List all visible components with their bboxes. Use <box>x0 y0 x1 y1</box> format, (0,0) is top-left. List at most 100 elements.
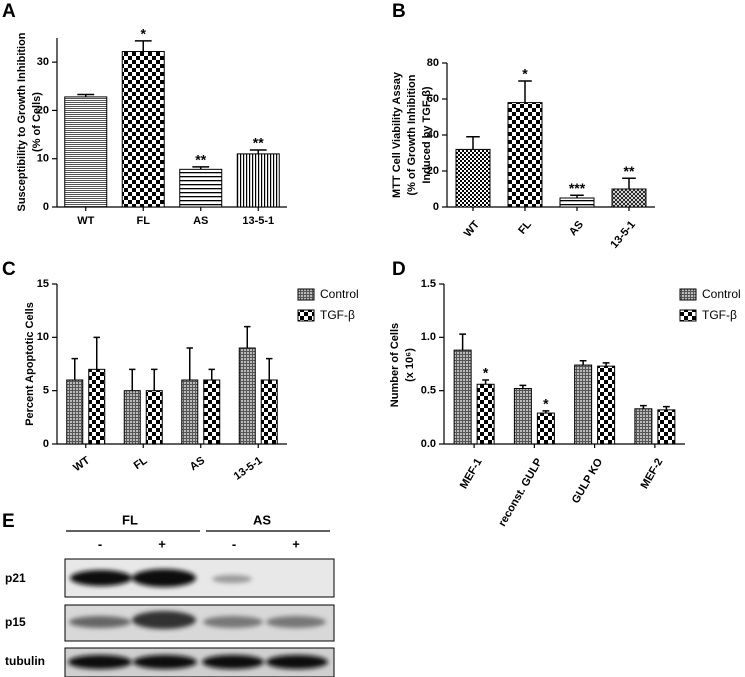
bar <box>453 349 472 445</box>
bar <box>88 368 106 445</box>
y-tick-label: 80 <box>427 57 439 69</box>
error-bar <box>71 357 78 380</box>
blot: E FL AS - + - + p21 p15 tubulin <box>2 511 335 677</box>
legend-swatch <box>297 288 315 301</box>
panel-letter: C <box>2 259 16 280</box>
y-axis-label: Induced by TGF-β) <box>421 86 433 183</box>
error-bar <box>77 93 95 97</box>
error-bar <box>662 405 670 410</box>
y-axis-label: MTT Cell Viability Assay <box>391 71 403 198</box>
error-bar <box>129 368 136 391</box>
error-bar <box>244 325 251 348</box>
error-bar <box>579 360 587 366</box>
bar <box>64 96 108 208</box>
legend-swatch <box>297 309 315 322</box>
error-bar <box>570 194 584 198</box>
panel-letter: A <box>2 1 16 22</box>
lane-label: - <box>232 536 236 551</box>
y-tick-label: 15 <box>37 278 49 290</box>
bar <box>123 390 141 445</box>
x-tick-label: MEF-2 <box>639 456 666 491</box>
bar <box>203 379 221 445</box>
y-tick-label: 0.0 <box>421 438 436 450</box>
x-tick-label: WT <box>462 219 482 240</box>
x-tick-label: AS <box>567 219 586 238</box>
x-tick-label: FL <box>132 454 150 472</box>
bar <box>657 409 676 445</box>
y-tick-label: 60 <box>427 93 439 105</box>
legend-label: TGF-β <box>702 308 737 322</box>
bar <box>597 365 616 445</box>
error-bar <box>482 379 490 385</box>
x-tick-label: FL <box>137 215 151 227</box>
error-bar <box>249 149 267 154</box>
bands <box>68 569 328 669</box>
y-tick-label: 10 <box>37 153 49 165</box>
y-tick-label: 20 <box>37 104 49 116</box>
lane-label: - <box>98 536 102 551</box>
bar <box>238 347 256 445</box>
bar <box>634 408 653 445</box>
y-axis-label: (% of Cells) <box>31 92 43 152</box>
y-axis-label: Susceptibility to Growth Inhibition <box>16 32 28 211</box>
x-tick-label: FL <box>516 219 534 237</box>
bar <box>513 388 532 445</box>
error-bar <box>266 357 273 380</box>
bar <box>476 383 495 445</box>
row-label: tubulin <box>5 654 45 668</box>
bar <box>455 148 491 208</box>
bar <box>611 188 647 208</box>
y-tick-label: 20 <box>427 165 439 177</box>
error-bar <box>192 166 210 170</box>
group-label: FL <box>122 512 138 527</box>
legend-swatch <box>679 288 697 301</box>
x-tick-label: reconst. GULP <box>496 456 545 528</box>
x-tick-label: MEF-1 <box>458 456 485 491</box>
x-tick-label: GULP KO <box>570 456 606 506</box>
error-bar <box>518 80 532 103</box>
y-tick-label: 0.5 <box>421 385 436 397</box>
x-tick-label: AS <box>193 215 208 227</box>
significance-label: * <box>483 365 489 381</box>
error-bar <box>639 404 647 409</box>
bar <box>574 364 593 445</box>
x-tick-label: WT <box>71 454 92 474</box>
bar <box>121 51 165 208</box>
bar <box>559 197 595 208</box>
error-bar <box>622 177 636 189</box>
x-tick-label: 13-5-1 <box>242 215 274 227</box>
y-axis-label: (x 10⁶) <box>404 348 416 382</box>
bar <box>145 390 163 445</box>
legend-label: Control <box>320 287 359 301</box>
row-label: p21 <box>5 571 26 585</box>
y-tick-label: 30 <box>37 56 49 68</box>
bar <box>179 168 223 208</box>
y-tick-label: 1.0 <box>421 331 436 343</box>
legend-swatch <box>679 309 697 322</box>
panel-letter: D <box>392 259 406 280</box>
bar <box>236 153 280 208</box>
lane-label: + <box>158 536 166 551</box>
bar <box>181 379 199 445</box>
y-axis-label: Number of Cells <box>389 323 401 407</box>
bar <box>260 379 278 445</box>
bar <box>536 412 555 445</box>
legend-label: Control <box>702 287 741 301</box>
error-bar <box>466 136 480 150</box>
y-tick-label: 10 <box>37 331 49 343</box>
significance-label: * <box>141 26 147 42</box>
y-tick-label: 1.5 <box>421 278 436 290</box>
row-label: p15 <box>5 615 26 629</box>
panel-letter: B <box>392 1 406 22</box>
x-tick-label: WT <box>77 215 94 227</box>
significance-label: ** <box>624 163 635 179</box>
x-tick-label: 13-5-1 <box>232 455 265 483</box>
y-tick-label: 40 <box>427 129 439 141</box>
bar <box>507 102 543 208</box>
panel-letter: E <box>2 511 15 532</box>
bar <box>66 379 84 445</box>
significance-label: ** <box>253 135 264 151</box>
significance-label: * <box>522 66 528 82</box>
x-tick-label: 13-5-1 <box>608 219 638 251</box>
